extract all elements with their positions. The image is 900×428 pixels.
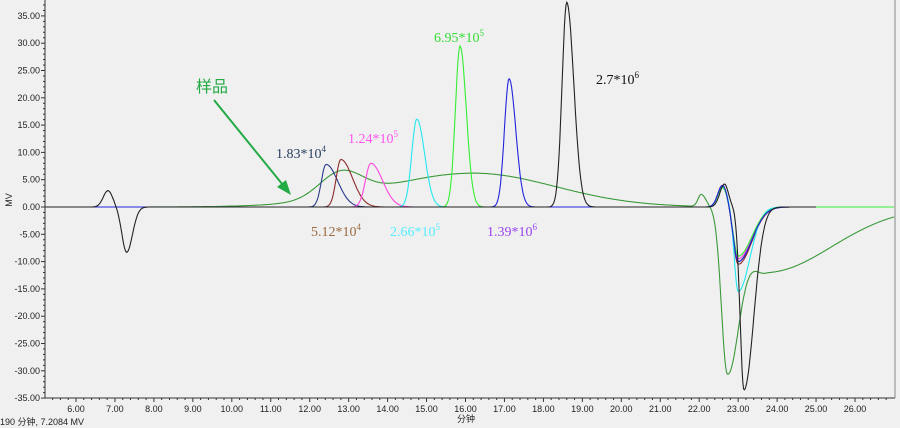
y-ticks: 35.00 30.00 25.00 20.00 15.00 10.00 5.00 0.00 -5… (14, 4, 45, 403)
y-tick-label: -25.00 (14, 339, 40, 349)
x-tick-label: 14.00 (376, 404, 399, 414)
x-tick-label: 19.00 (571, 404, 594, 414)
annotation-6-95e5: 6.95*105 (434, 28, 485, 46)
x-tick-label: 9.00 (184, 404, 202, 414)
annotation-1-83e4: 1.83*104 (276, 144, 327, 162)
plot-area (45, 0, 895, 398)
y-tick-label: 10.00 (17, 147, 40, 157)
annotation-1-24e5: 1.24*105 (348, 129, 399, 147)
series-group (44, 0, 895, 391)
y-tick-label: -15.00 (14, 284, 40, 294)
y-tick-label: -5.00 (19, 229, 40, 239)
status-readout: 190 分钟, 7.2084 MV (0, 416, 84, 427)
x-tick-label: 12.00 (298, 404, 321, 414)
x-tick-label: 22.00 (688, 404, 711, 414)
annotation-1-39e6: 1.39*106 (487, 222, 538, 240)
y-tick-label: -35.00 (14, 393, 40, 403)
x-tick-label: 18.00 (532, 404, 555, 414)
y-tick-label: 20.00 (17, 93, 40, 103)
x-tick-label: 7.00 (106, 404, 124, 414)
series-line-2-7-10-6 (44, 0, 816, 391)
x-axis-title: 分钟 (457, 413, 475, 424)
x-tick-label: 25.00 (805, 404, 828, 414)
x-tick-label: 16.00 (454, 404, 477, 414)
y-tick-label: -30.00 (14, 366, 40, 376)
x-tick-label: 17.00 (493, 404, 516, 414)
annotation-2-7e6: 2.7*106 (596, 70, 640, 88)
y-tick-label: 15.00 (17, 120, 40, 130)
x-tick-label: 15.00 (415, 404, 438, 414)
x-tick-label: 11.00 (260, 404, 282, 414)
x-tick-label: 21.00 (649, 404, 672, 414)
annotation-sample: 样品 (196, 77, 228, 96)
annotation-5-12e4: 5.12*104 (311, 222, 362, 240)
x-ticks: 6.00 7.00 8.00 9.00 10.00 11.00 12.00 13.00 14.0… (52, 398, 887, 414)
x-tick-label: 26.00 (844, 404, 867, 414)
x-tick-label: 24.00 (766, 404, 789, 414)
y-tick-label: 5.00 (22, 175, 40, 185)
x-tick-label: 20.00 (610, 404, 633, 414)
x-tick-label: 8.00 (145, 404, 163, 414)
y-tick-label: 30.00 (17, 38, 40, 48)
y-tick-label: 35.00 (17, 11, 40, 21)
annotations: 样品 1.83*104 1.24*105 6.95*105 2.7*106 5.… (196, 28, 640, 240)
x-tick-label: 6.00 (67, 404, 85, 414)
y-tick-label: -10.00 (14, 257, 40, 267)
x-tick-label: 23.00 (727, 404, 750, 414)
annotation-2-66e5: 2.66*105 (390, 222, 441, 240)
x-tick-label: 13.00 (337, 404, 360, 414)
y-tick-label: 25.00 (17, 66, 40, 76)
x-tick-label: 10.00 (221, 404, 244, 414)
y-tick-label: 0.00 (22, 202, 40, 212)
y-tick-label: -20.00 (14, 311, 40, 321)
sample-arrow (213, 99, 291, 195)
y-axis-title: MV (4, 193, 14, 207)
